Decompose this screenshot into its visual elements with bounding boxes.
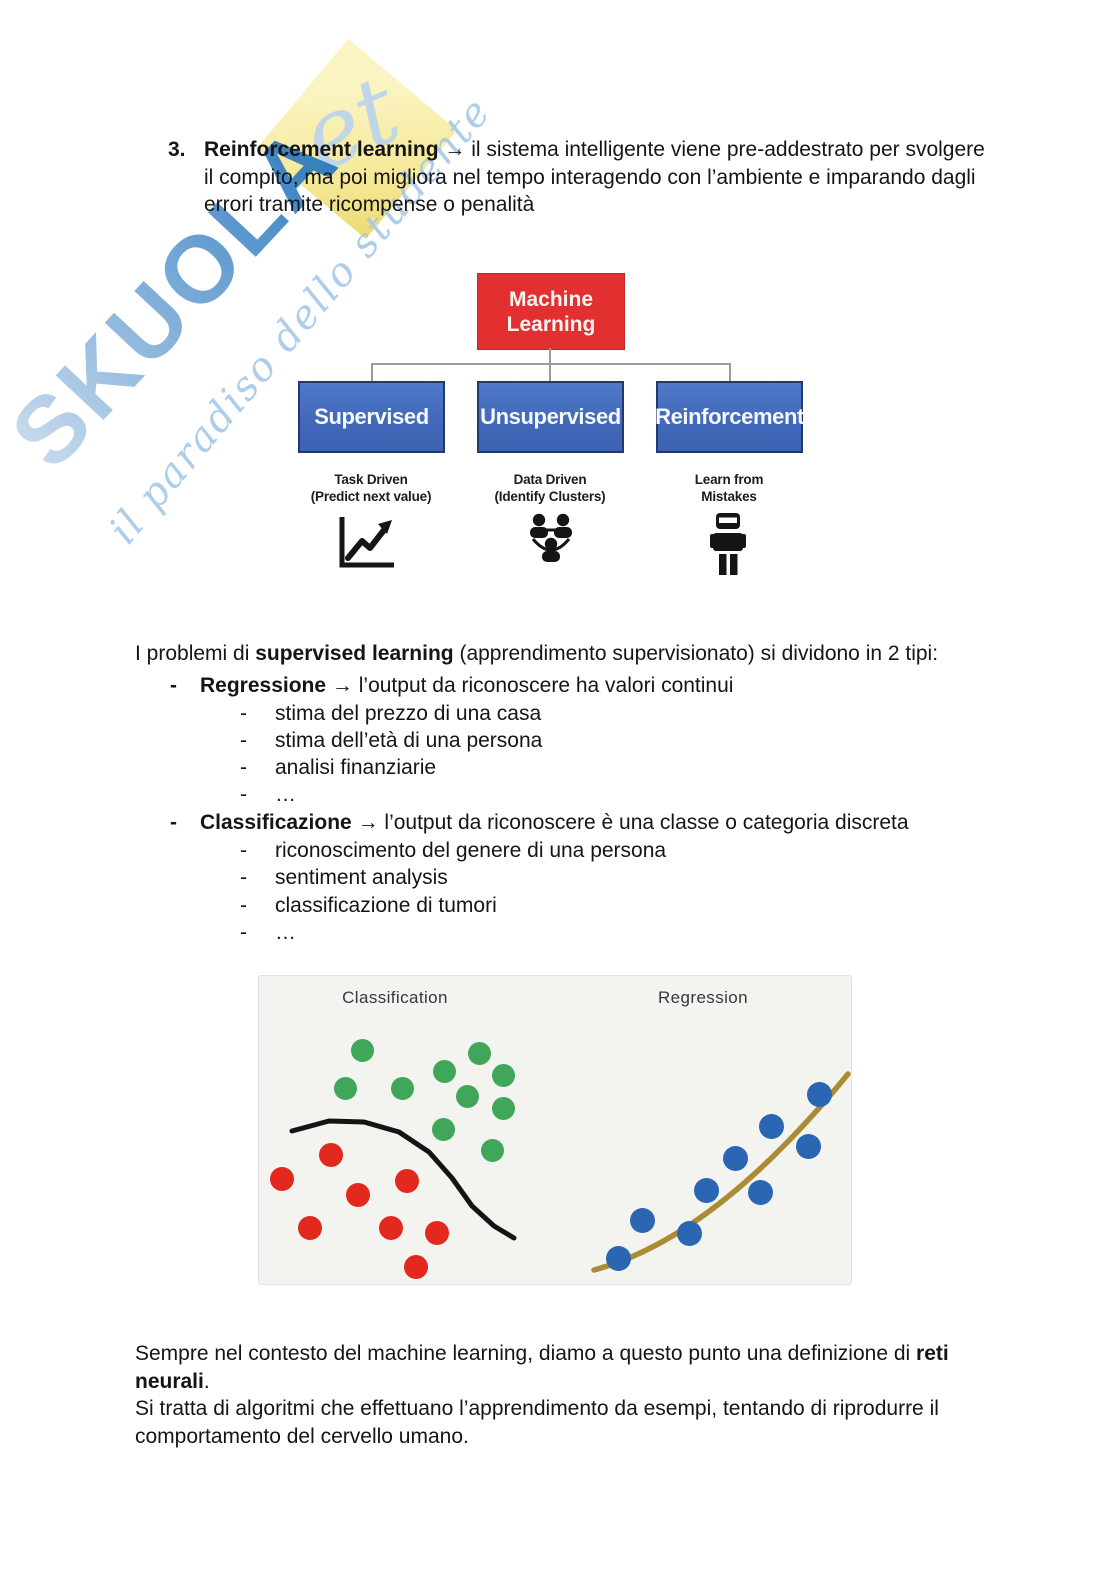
sub-bullet-dash: - (240, 729, 247, 752)
intro-text: (apprendimento supervisionato) si divido… (453, 642, 939, 665)
figure-panel: Classification Regression (258, 975, 852, 1285)
scatter-dot (395, 1169, 419, 1193)
sub-bullet: stima del prezzo di una casa (275, 702, 542, 725)
scatter-dot (467, 1041, 491, 1065)
caption-supervised: Task Driven (Predict next value) (281, 472, 461, 505)
closing-term: neurali (135, 1369, 204, 1393)
caption-unsupervised: Data Driven (Identify Clusters) (460, 472, 640, 505)
scatter-dot (491, 1063, 515, 1087)
scatter-dot (319, 1143, 343, 1167)
scatter-dot (758, 1113, 784, 1139)
intro-paragraph: I problemi di supervised learning (appre… (135, 640, 938, 668)
caption-line: Learn from (694, 472, 764, 487)
bullet-classificazione: Classificazione → l’output da riconoscer… (200, 809, 909, 837)
sub-bullet-dash: - (240, 894, 247, 917)
sub-bullet-dash: - (240, 756, 247, 779)
connector-line (729, 363, 731, 381)
scatter-dot (795, 1133, 821, 1159)
item-text-line1: il sistema intelligente viene pre-addest… (471, 138, 985, 161)
caption-line: Data Driven (513, 472, 587, 487)
connector-line (371, 363, 373, 381)
scatter-dot (298, 1216, 322, 1240)
intro-text: I problemi di (135, 642, 256, 665)
sub-bullet: sentiment analysis (275, 866, 448, 889)
scatter-dot (346, 1183, 370, 1207)
figure-title-regression: Regression (658, 988, 748, 1007)
bullet-dash: - (170, 674, 177, 697)
robot-icon (710, 513, 746, 582)
scatter-dot (431, 1117, 455, 1141)
bullet-text: l’output da riconoscere ha valori contin… (358, 674, 734, 697)
caption-line: Mistakes (701, 488, 757, 504)
scatter-dot (432, 1059, 456, 1083)
item-term: Reinforcement learning (204, 138, 439, 161)
scatter-dot (605, 1245, 631, 1271)
closing-text: . (203, 1369, 210, 1393)
item-text-line2: il compito, ma poi migliora nel tempo in… (204, 165, 976, 189)
sub-bullet-dash: - (240, 921, 247, 944)
scatter-dot (693, 1177, 719, 1203)
connector-line (371, 363, 730, 365)
scatter-dot (676, 1220, 702, 1246)
scatter-dot (455, 1084, 479, 1108)
scatter-dot (350, 1038, 374, 1062)
arrow-glyph: → (326, 674, 359, 697)
arrow-glyph: → (438, 138, 472, 161)
scatter-dot (404, 1255, 428, 1279)
bullet-text: l’output da riconoscere è una classe o c… (384, 811, 909, 834)
intro-term: supervised learning (255, 642, 454, 665)
closing-term: reti (916, 1342, 949, 1365)
diagram-box-unsupervised: Unsupervised (477, 381, 624, 453)
closing-text: comportamento del cervello umano. (135, 1424, 469, 1448)
closing-text: Si tratta di algoritmi che effettuano l’… (135, 1397, 939, 1420)
scatter-dot (747, 1179, 773, 1205)
scatter-dot (425, 1221, 449, 1245)
sub-bullet: classificazione di tumori (275, 894, 497, 917)
sub-bullet-dash: - (240, 866, 247, 889)
scatter-dot (270, 1167, 294, 1191)
figure-title-classification: Classification (342, 988, 448, 1007)
caption-line: (Predict next value) (310, 488, 432, 504)
diagram-box-reinforcement: Reinforcement (655, 381, 804, 453)
bullet-dash: - (170, 811, 177, 834)
bullet-regressione: Regressione → l’output da riconoscere ha… (200, 672, 733, 700)
scatter-dot (390, 1076, 414, 1100)
sub-bullet-dash: - (240, 783, 247, 806)
scatter-dot (722, 1145, 748, 1171)
sub-bullet: … (275, 783, 296, 806)
sub-bullet-dash: - (240, 702, 247, 725)
scatter-dot (491, 1096, 515, 1120)
trend-chart-icon (335, 514, 397, 575)
closing-text: Sempre nel contesto del machine learning… (135, 1342, 917, 1365)
scatter-dot (333, 1076, 357, 1100)
sub-bullet-dash: - (240, 839, 247, 862)
connector-line (549, 363, 551, 381)
scatter-dot (379, 1216, 403, 1240)
sub-bullet: … (275, 921, 296, 944)
people-cluster-icon (522, 512, 580, 575)
scatter-dot (806, 1081, 832, 1107)
sub-bullet: stima dell’età di una persona (275, 729, 543, 752)
arrow-glyph: → (351, 811, 385, 834)
bullet-term: Regressione (200, 674, 327, 697)
caption-line: Task Driven (334, 472, 408, 487)
scatter-dot (480, 1138, 504, 1162)
caption-line: (Identify Clusters) (494, 488, 606, 504)
numbered-item-3: 3. Reinforcement learning → il sistema in… (168, 136, 988, 219)
bullet-term: Classificazione (200, 811, 352, 834)
connector-line (549, 348, 551, 364)
diagram-box-supervised: Supervised (298, 381, 445, 453)
scatter-dot (629, 1207, 655, 1233)
closing-paragraph: Sempre nel contesto del machine learning… (135, 1340, 949, 1450)
sub-bullet: analisi finanziarie (275, 756, 437, 779)
sub-bullet: riconoscimento del genere di una persona (275, 839, 667, 862)
caption-reinforcement: Learn from Mistakes (639, 472, 819, 505)
item-text-line3: errori tramite ricompense o penalità (204, 193, 535, 216)
diagram-root-box: Machine Learning (477, 273, 625, 350)
item-number: 3. (168, 138, 186, 161)
